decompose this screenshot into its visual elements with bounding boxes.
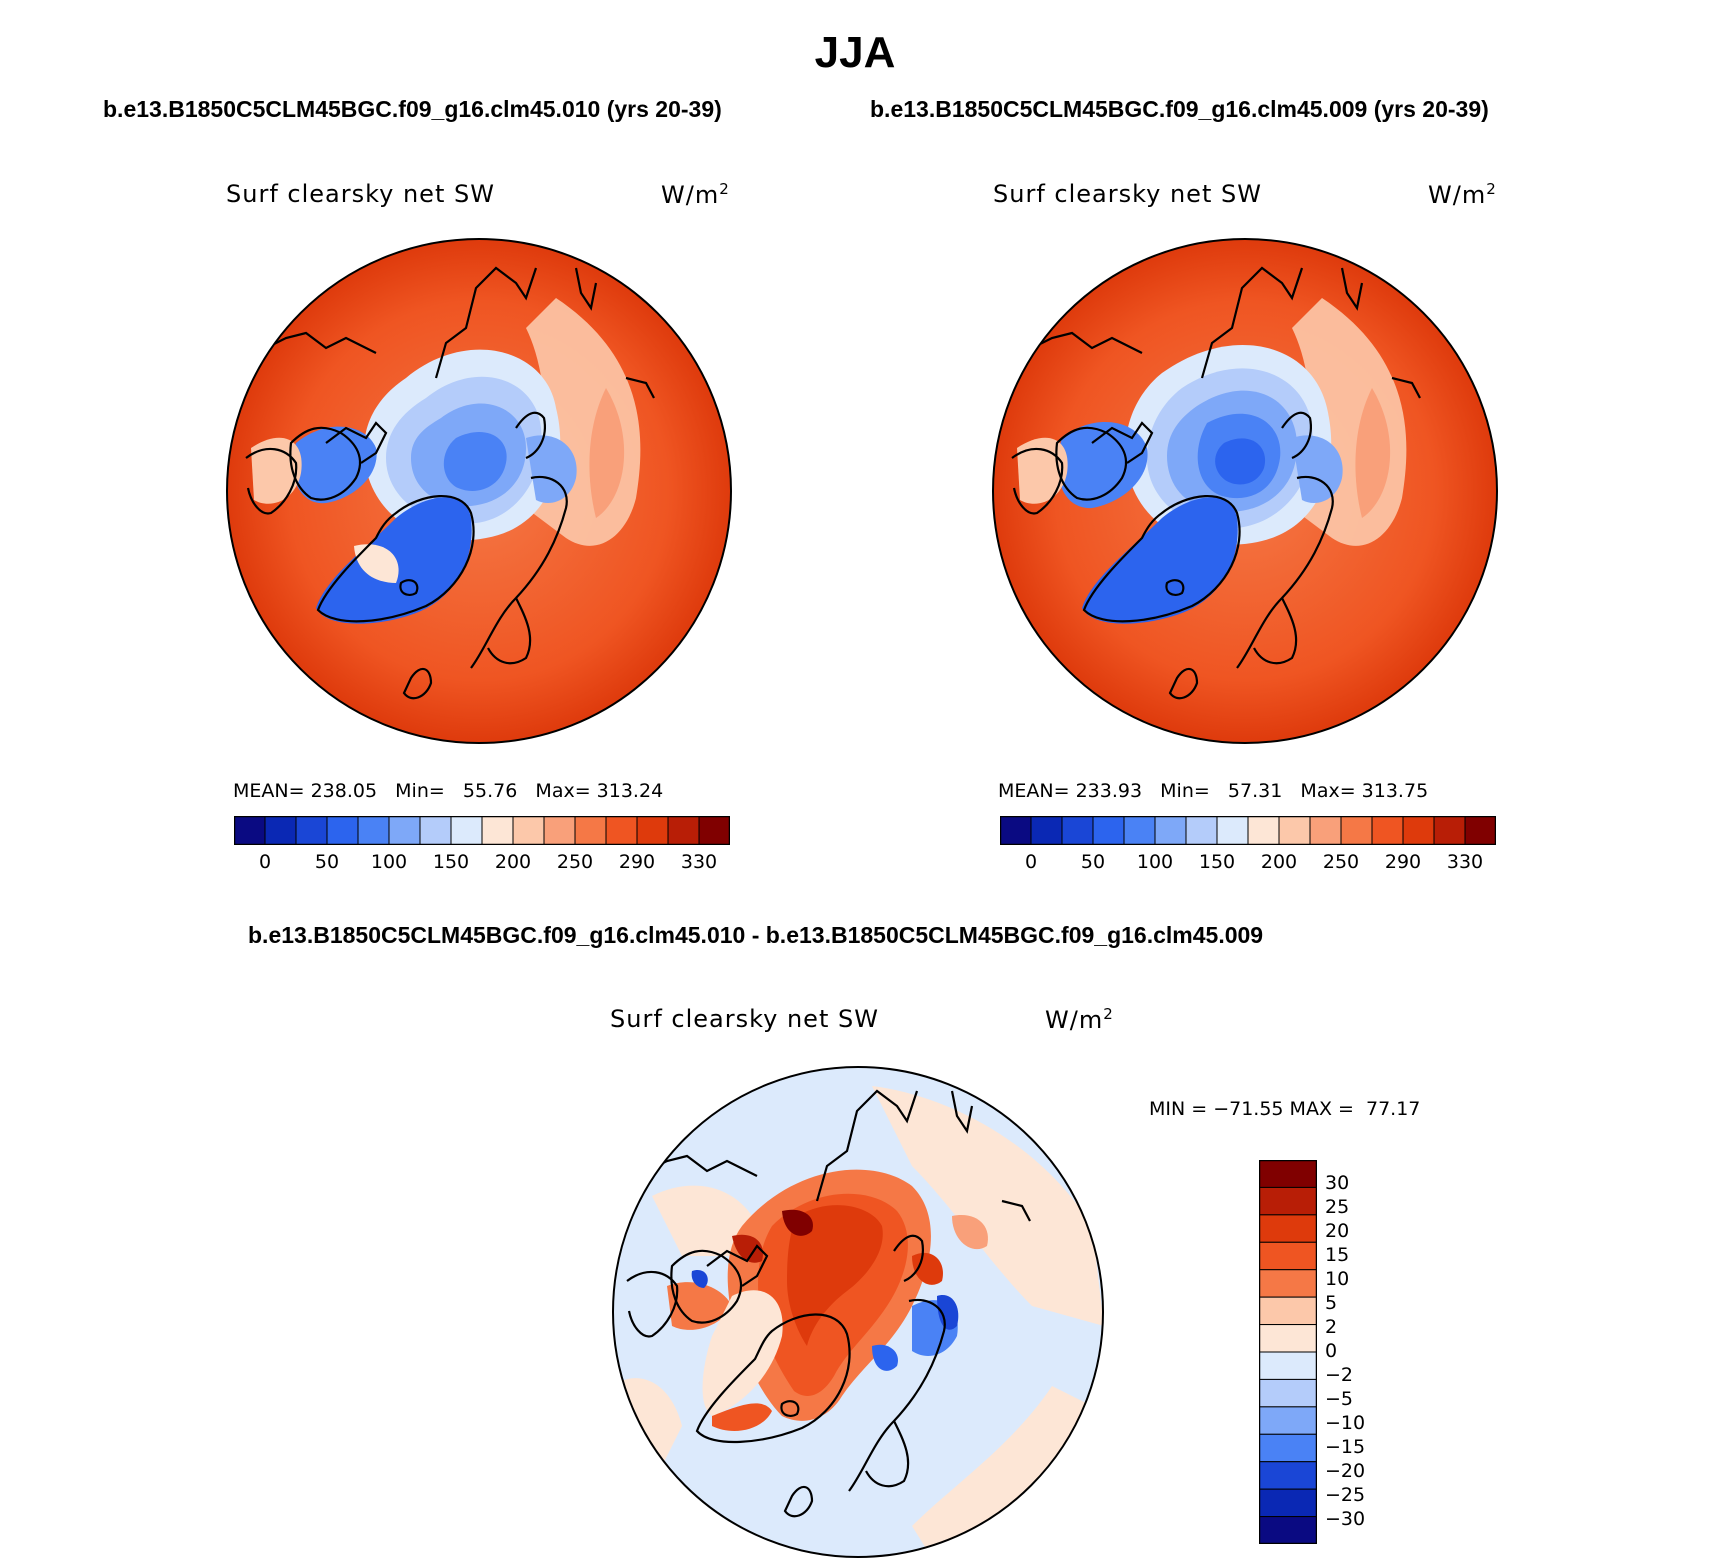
colorbar-panel1-swatch bbox=[667, 816, 700, 845]
colorbar-panel1-tick-label: 250 bbox=[556, 851, 594, 873]
colorbar-panel2-tick-label: 50 bbox=[1080, 851, 1106, 873]
colorbar-panel2 bbox=[1000, 816, 1496, 845]
polar-map-case-009 bbox=[992, 238, 1498, 744]
colorbar-panel1-swatch bbox=[295, 816, 328, 845]
diff-variable: Surf clearsky net SW bbox=[610, 1005, 879, 1033]
colorbar-panel2-tick-label: 330 bbox=[1446, 851, 1484, 873]
colorbar-panel2-swatch bbox=[1371, 816, 1404, 845]
colorbar-panel1-tick-label: 100 bbox=[370, 851, 408, 873]
subtitle-right: b.e13.B1850C5CLM45BGC.f09_g16.clm45.009 … bbox=[870, 96, 1489, 122]
colorbar-panel2-swatch bbox=[1402, 816, 1435, 845]
colorbar-difference-swatch bbox=[1259, 1269, 1317, 1298]
colorbar-difference-tick-label: −5 bbox=[1325, 1388, 1354, 1410]
colorbar-panel2-tick-label: 250 bbox=[1322, 851, 1360, 873]
panel1-variable: Surf clearsky net SW bbox=[226, 180, 495, 208]
colorbar-difference-swatch bbox=[1259, 1186, 1317, 1216]
colorbar-panel1-swatch bbox=[636, 816, 669, 845]
colorbar-panel2-swatch bbox=[1464, 816, 1496, 845]
colorbar-difference-tick-label: 15 bbox=[1325, 1244, 1350, 1266]
colorbar-difference-swatch bbox=[1259, 1433, 1317, 1463]
colorbar-difference-tick-label: −25 bbox=[1325, 1484, 1366, 1506]
colorbar-panel2-tick-label: 290 bbox=[1384, 851, 1422, 873]
colorbar-difference-swatch bbox=[1259, 1461, 1317, 1490]
colorbar-panel1 bbox=[234, 816, 730, 845]
colorbar-panel2-swatch bbox=[1433, 816, 1466, 845]
colorbar-panel1-tick-label: 0 bbox=[258, 851, 272, 873]
colorbar-difference-swatch bbox=[1259, 1241, 1317, 1271]
colorbar-difference-tick-label: −2 bbox=[1325, 1364, 1354, 1386]
colorbar-panel1-swatch bbox=[264, 816, 297, 845]
colorbar-panel1-tick-label: 50 bbox=[314, 851, 340, 873]
colorbar-panel1-tick-label: 290 bbox=[618, 851, 656, 873]
colorbar-difference-tick-label: −10 bbox=[1325, 1412, 1366, 1434]
colorbar-panel1-tick-label: 200 bbox=[494, 851, 532, 873]
colorbar-difference-tick-label: 5 bbox=[1325, 1292, 1338, 1314]
colorbar-panel2-swatch bbox=[1185, 816, 1218, 845]
colorbar-panel1-swatch bbox=[512, 816, 545, 845]
polar-map-difference bbox=[612, 1066, 1104, 1558]
colorbar-difference-swatch bbox=[1259, 1488, 1317, 1518]
colorbar-difference-tick-label: −30 bbox=[1325, 1508, 1366, 1530]
panel2-stats: MEAN= 233.93 Min= 57.31 Max= 313.75 bbox=[998, 780, 1429, 802]
colorbar-difference-swatch bbox=[1259, 1214, 1317, 1243]
colorbar-panel2-tick-label: 200 bbox=[1260, 851, 1298, 873]
figure-title: JJA bbox=[814, 28, 896, 77]
colorbar-difference-border bbox=[1259, 1160, 1317, 1544]
colorbar-panel1-swatch bbox=[543, 816, 576, 845]
panel2-variable: Surf clearsky net SW bbox=[993, 180, 1262, 208]
colorbar-difference-tick-label: −15 bbox=[1325, 1436, 1366, 1458]
colorbar-panel2-swatch bbox=[1278, 816, 1311, 845]
colorbar-difference-swatch bbox=[1259, 1324, 1317, 1353]
colorbar-difference-tick-label: 25 bbox=[1325, 1196, 1350, 1218]
colorbar-panel1-swatch bbox=[450, 816, 483, 845]
panel2-units: W/m2 bbox=[1428, 180, 1497, 209]
colorbar-panel1-border bbox=[234, 816, 730, 845]
polar-map-case-010 bbox=[226, 238, 732, 744]
colorbar-difference-tick-label: −20 bbox=[1325, 1460, 1366, 1482]
colorbar-panel2-swatch bbox=[1030, 816, 1063, 845]
diff-stats: MIN = −71.55 MAX = 77.17 bbox=[1149, 1098, 1421, 1120]
colorbar-difference-tick-label: 20 bbox=[1325, 1220, 1350, 1242]
colorbar-panel2-swatch bbox=[1154, 816, 1187, 845]
colorbar-panel1-swatch bbox=[357, 816, 390, 845]
colorbar-panel1-swatch bbox=[481, 816, 514, 845]
colorbar-panel1-swatch bbox=[326, 816, 359, 845]
colorbar-difference-tick-label: 30 bbox=[1325, 1172, 1350, 1194]
colorbar-difference-swatch bbox=[1259, 1160, 1317, 1188]
colorbar-difference-tick-label: 2 bbox=[1325, 1316, 1338, 1338]
colorbar-panel1-swatch bbox=[419, 816, 452, 845]
colorbar-difference-tick-label: 0 bbox=[1325, 1340, 1338, 1362]
subtitle-left: b.e13.B1850C5CLM45BGC.f09_g16.clm45.010 … bbox=[103, 96, 722, 122]
colorbar-panel2-swatch bbox=[1309, 816, 1342, 845]
colorbar-panel2-tick-label: 100 bbox=[1136, 851, 1174, 873]
colorbar-panel2-swatch bbox=[1247, 816, 1280, 845]
colorbar-panel1-swatch bbox=[605, 816, 638, 845]
colorbar-panel2-swatch bbox=[1061, 816, 1094, 845]
colorbar-panel2-swatch bbox=[1123, 816, 1156, 845]
colorbar-panel2-swatch bbox=[1340, 816, 1373, 845]
colorbar-panel2-swatch bbox=[1000, 816, 1032, 845]
colorbar-panel1-tick-label: 330 bbox=[680, 851, 718, 873]
colorbar-panel1-swatch bbox=[574, 816, 607, 845]
panel1-stats: MEAN= 238.05 Min= 55.76 Max= 313.24 bbox=[233, 780, 664, 802]
colorbar-difference-swatch bbox=[1259, 1296, 1317, 1326]
colorbar-difference-swatch bbox=[1259, 1351, 1317, 1380]
colorbar-panel2-swatch bbox=[1216, 816, 1249, 845]
panel1-units: W/m2 bbox=[661, 180, 730, 209]
subtitle-diff: b.e13.B1850C5CLM45BGC.f09_g16.clm45.010 … bbox=[248, 922, 1264, 948]
colorbar-panel2-swatch bbox=[1092, 816, 1125, 845]
diff-units: W/m2 bbox=[1045, 1005, 1114, 1034]
colorbar-panel1-swatch bbox=[388, 816, 421, 845]
colorbar-panel2-tick-label: 150 bbox=[1198, 851, 1236, 873]
colorbar-difference-tick-label: 10 bbox=[1325, 1268, 1350, 1290]
colorbar-panel1-swatch bbox=[698, 816, 730, 845]
colorbar-panel1-swatch bbox=[234, 816, 266, 845]
colorbar-panel2-border bbox=[1000, 816, 1496, 845]
colorbar-difference bbox=[1259, 1160, 1317, 1544]
colorbar-panel1-tick-label: 150 bbox=[432, 851, 470, 873]
colorbar-difference-swatch bbox=[1259, 1378, 1317, 1408]
colorbar-panel2-tick-label: 0 bbox=[1024, 851, 1038, 873]
colorbar-difference-swatch bbox=[1259, 1516, 1317, 1544]
colorbar-difference-swatch bbox=[1259, 1406, 1317, 1435]
